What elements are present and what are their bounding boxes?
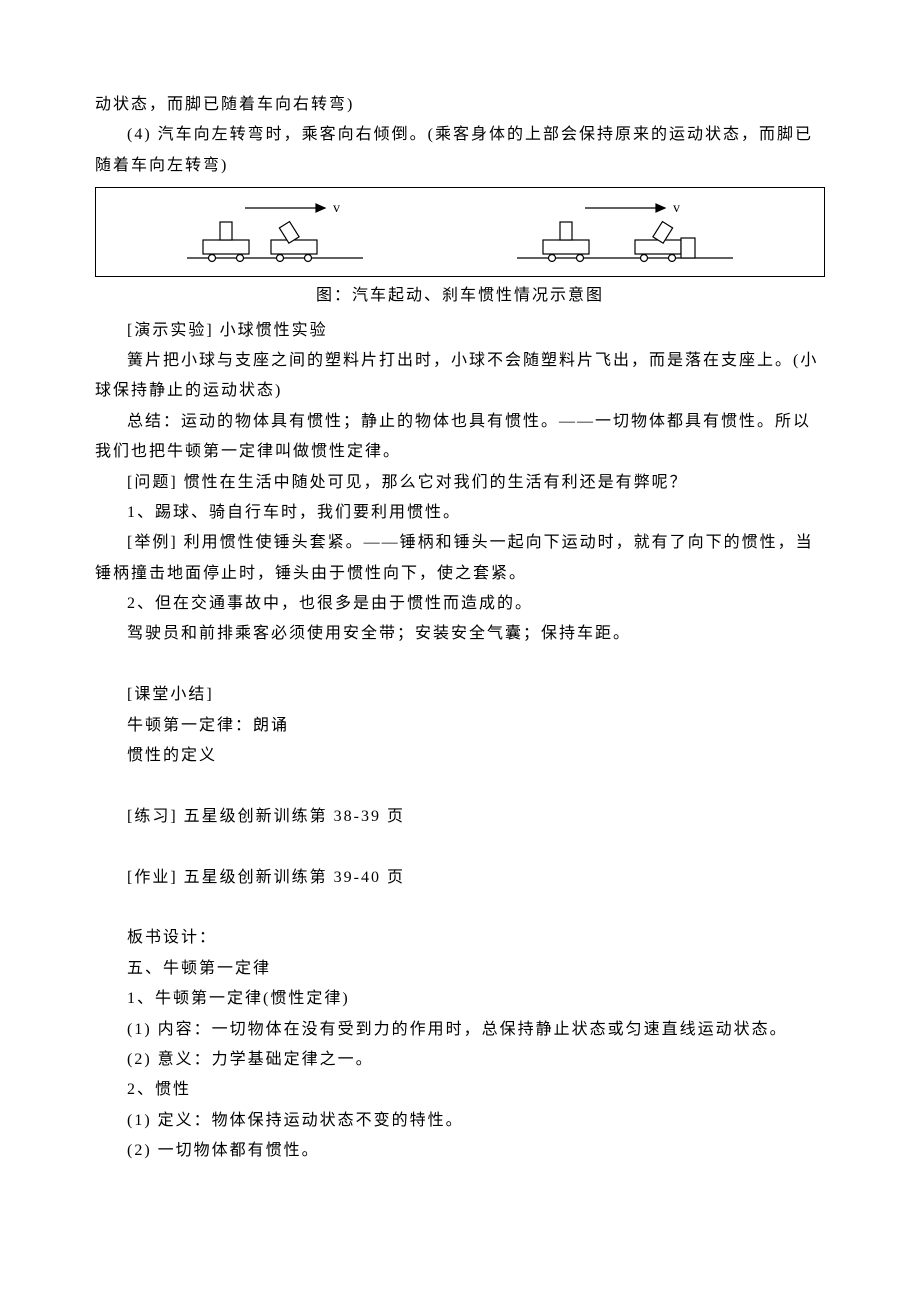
velocity-label: v <box>673 201 682 216</box>
class-summary-heading: [课堂小结] <box>95 680 825 710</box>
velocity-label: v <box>333 201 342 216</box>
board-p19: 2、惯性 <box>95 1075 825 1105</box>
paragraph-point4: (4) 汽车向左转弯时，乘客向右倾倒。(乘客身体的上部会保持原来的运动状态，而脚… <box>95 120 825 181</box>
label-demo: [演示实验] <box>127 322 214 339</box>
board-p16: 1、牛顿第一定律(惯性定律) <box>95 984 825 1014</box>
board-p21: (2) 一切物体都有惯性。 <box>95 1136 825 1166</box>
label-example-text: 利用惯性使锤头套紧。——锤柄和锤头一起向下运动时，就有了向下的惯性，当锤柄撞击地… <box>95 534 814 581</box>
paragraph-kick: 1、踢球、骑自行车时，我们要利用惯性。 <box>95 498 825 528</box>
scene2-brake: v <box>515 198 735 266</box>
board-p20: (1) 定义：物体保持运动状态不变的特性。 <box>95 1106 825 1136</box>
paragraph-summary: 总结：运动的物体具有惯性；静止的物体也具有惯性。——一切物体都具有惯性。所以我们… <box>95 407 825 468</box>
label-question: [问题] <box>127 474 178 491</box>
practice-line: [练习] 五星级创新训练第 38-39 页 <box>95 802 825 832</box>
label-practice: [练习] <box>127 808 178 825</box>
inertia-figure-box: v v <box>95 187 825 277</box>
board-p15: 五、牛顿第一定律 <box>95 954 825 984</box>
board-design-heading: 板书设计： <box>95 923 825 953</box>
example-line: [举例] 利用惯性使锤头套紧。——锤柄和锤头一起向下运动时，就有了向下的惯性，当… <box>95 528 825 589</box>
scene1-start: v <box>185 198 365 266</box>
board-p17: (1) 内容：一切物体在没有受到力的作用时，总保持静止状态或匀速直线运动状态。 <box>95 1015 825 1045</box>
paragraph-spring: 簧片把小球与支座之间的塑料片打出时，小球不会随塑料片飞出，而是落在支座上。(小球… <box>95 346 825 407</box>
board-p18: (2) 意义：力学基础定律之一。 <box>95 1045 825 1075</box>
homework-text: 五星级创新训练第 39-40 页 <box>178 869 405 886</box>
demo-experiment-heading: [演示实验] 小球惯性实验 <box>95 316 825 346</box>
practice-text: 五星级创新训练第 38-39 页 <box>178 808 405 825</box>
label-homework: [作业] <box>127 869 178 886</box>
paragraph-traffic: 2、但在交通事故中，也很多是由于惯性而造成的。 <box>95 589 825 619</box>
figure-caption: 图：汽车起动、刹车惯性情况示意图 <box>95 281 825 311</box>
label-demo-text: 小球惯性实验 <box>214 322 328 339</box>
question-line: [问题] 惯性在生活中随处可见，那么它对我们的生活有利还是有弊呢？ <box>95 468 825 498</box>
paragraph-seatbelt: 驾驶员和前排乘客必须使用安全带；安装安全气囊；保持车距。 <box>95 619 825 649</box>
paragraph-newton-recite: 牛顿第一定律：朗诵 <box>95 711 825 741</box>
paragraph-inertia-def: 惯性的定义 <box>95 741 825 771</box>
paragraph-continuation: 动状态，而脚已随着车向右转弯) <box>95 90 825 120</box>
label-example: [举例] <box>127 534 178 551</box>
homework-line: [作业] 五星级创新训练第 39-40 页 <box>95 863 825 893</box>
label-question-text: 惯性在生活中随处可见，那么它对我们的生活有利还是有弊呢？ <box>178 474 688 491</box>
